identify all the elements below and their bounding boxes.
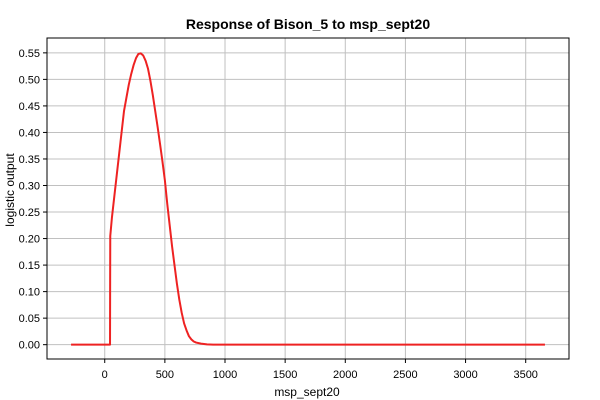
x-axis-label: msp_sept20 bbox=[274, 385, 340, 399]
x-tick-label-6: 3000 bbox=[453, 369, 477, 381]
y-tick-label-9: 0.45 bbox=[19, 101, 40, 113]
series-line-0 bbox=[71, 52, 545, 346]
y-tick-label-1: 0.05 bbox=[19, 313, 40, 325]
y-tick-label-10: 0.50 bbox=[19, 74, 40, 86]
y-tick-label-8: 0.40 bbox=[19, 127, 40, 139]
y-tick-label-5: 0.25 bbox=[19, 207, 40, 219]
x-tick-label-2: 1000 bbox=[213, 369, 237, 381]
y-tick-label-6: 0.30 bbox=[19, 181, 40, 193]
x-tick-label-0: 0 bbox=[102, 369, 108, 381]
y-tick-label-2: 0.10 bbox=[19, 287, 40, 299]
plot-frame bbox=[46, 37, 570, 360]
x-tick-label-7: 3500 bbox=[513, 369, 537, 381]
series-group bbox=[71, 52, 545, 346]
x-axis-ticks: 0 500 1000 1500 2000 2500 3000 3500 bbox=[102, 359, 538, 381]
y-tick-label-0: 0.00 bbox=[19, 340, 40, 352]
grid-lines bbox=[47, 38, 569, 359]
x-tick-label-4: 2000 bbox=[333, 369, 357, 381]
y-tick-label-4: 0.20 bbox=[19, 234, 40, 246]
y-tick-label-11: 0.55 bbox=[19, 48, 40, 60]
y-axis-label: logistic output bbox=[3, 153, 17, 227]
y-tick-label-3: 0.15 bbox=[19, 260, 40, 272]
chart-title: Response of Bison_5 to msp_sept20 bbox=[186, 16, 431, 32]
y-tick-label-7: 0.35 bbox=[19, 154, 40, 166]
x-tick-label-5: 2500 bbox=[393, 369, 417, 381]
y-axis-ticks: 0.00 0.05 0.10 0.15 0.20 0.25 0.30 0.35 0.40 0.45… bbox=[19, 48, 47, 352]
x-tick-label-1: 500 bbox=[156, 369, 174, 381]
x-tick-label-3: 1500 bbox=[273, 369, 297, 381]
